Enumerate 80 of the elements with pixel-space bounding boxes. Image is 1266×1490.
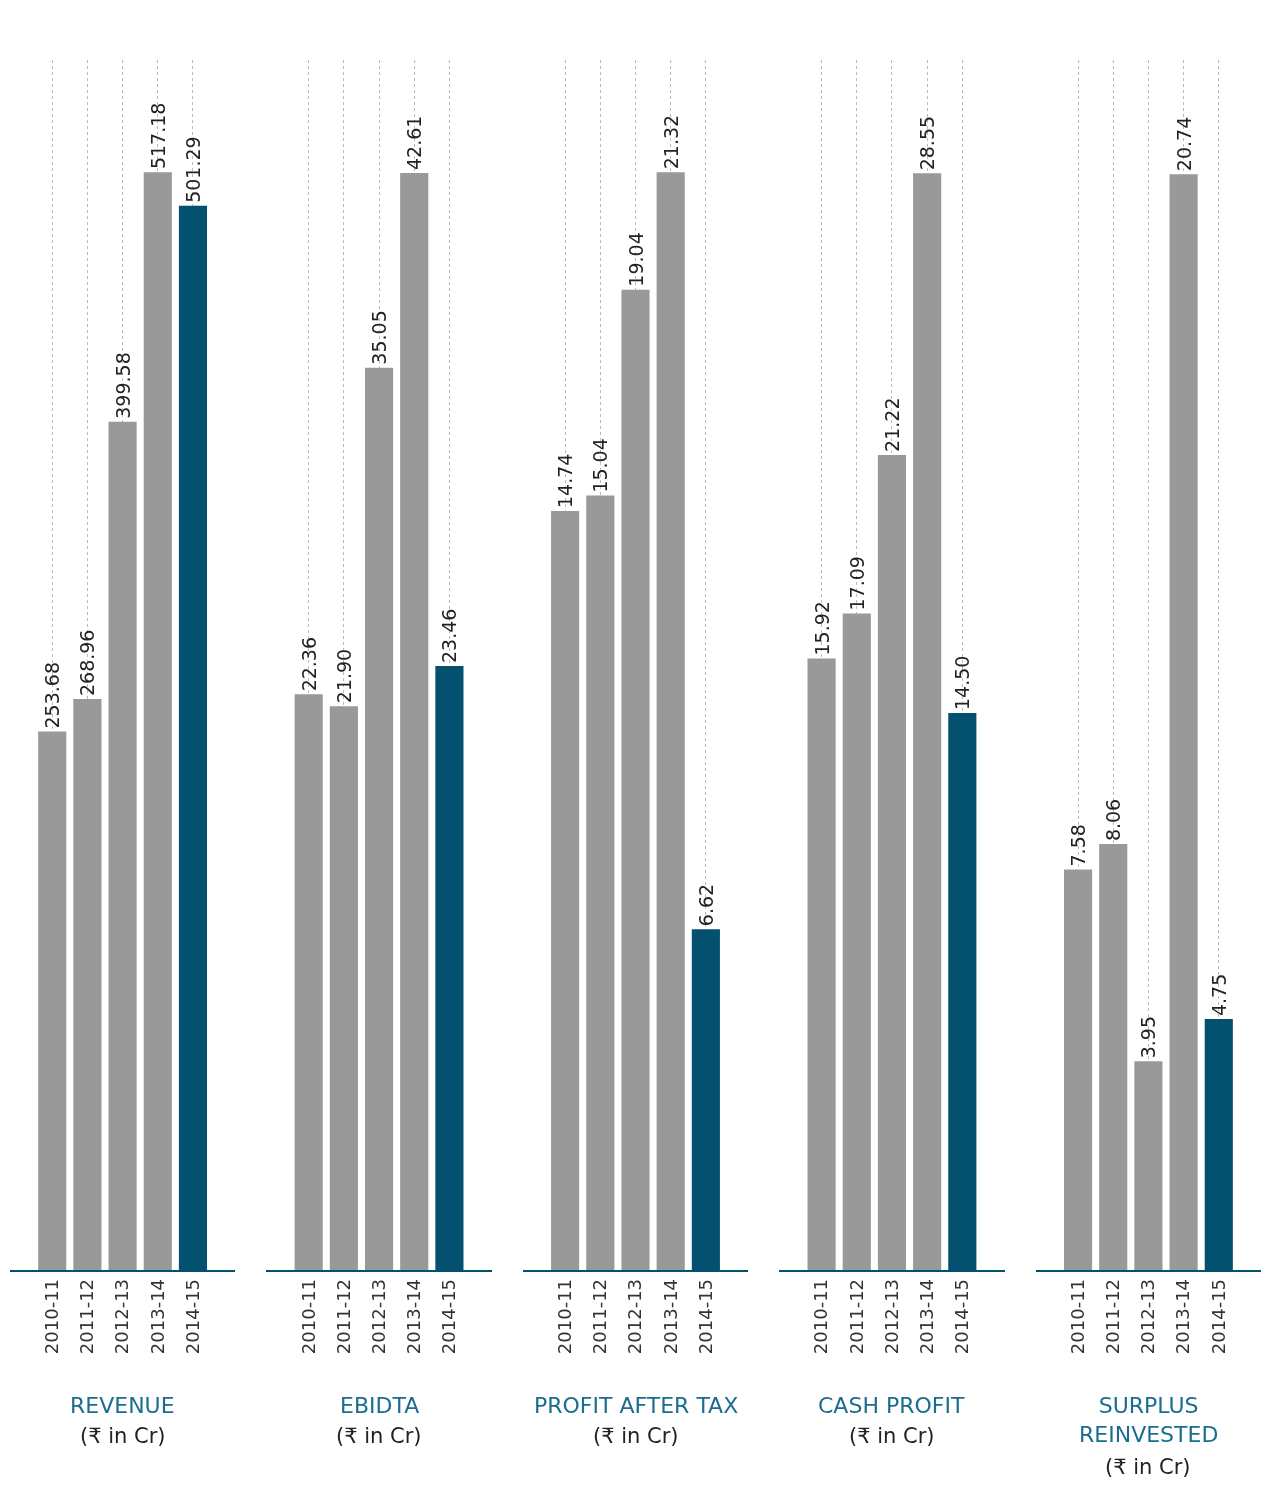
bar: [329, 706, 358, 1270]
data-label: 23.46: [438, 608, 461, 664]
data-label: 6.62: [694, 883, 717, 927]
bar: [400, 173, 429, 1270]
x-tick-label: 2011-12: [1102, 1278, 1124, 1355]
data-label: 42.61: [403, 115, 426, 171]
x-tick-label: 2014-15: [438, 1278, 460, 1355]
bar: [73, 699, 102, 1270]
text: REVENUE: [70, 1393, 175, 1418]
bar: [913, 173, 942, 1270]
data-label: 7.58: [1067, 824, 1090, 867]
x-tick-label: 2012-13: [367, 1278, 389, 1355]
data-label: 3.95: [1137, 1015, 1160, 1059]
data-label: 20.74: [1172, 116, 1195, 172]
data-label: 4.75: [1207, 973, 1230, 1017]
x-tick-label: 2011-12: [845, 1278, 867, 1355]
data-label: 268.96: [76, 629, 99, 697]
text: EBIDTA: [340, 1393, 420, 1418]
data-label: 21.22: [880, 397, 903, 452]
bar: [807, 658, 836, 1270]
x-tick-label: 2011-12: [76, 1278, 98, 1355]
data-label: 21.32: [659, 114, 682, 170]
x-tick-label: 2014-15: [181, 1278, 203, 1355]
data-label: 501.29: [181, 136, 204, 203]
bar: [656, 172, 685, 1270]
bar: [108, 421, 137, 1270]
x-tick-label: 2012-13: [111, 1278, 133, 1355]
x-tick-label: 2013-14: [659, 1278, 681, 1355]
x-tick-label: 2011-12: [332, 1278, 354, 1355]
data-label: 15.92: [810, 601, 833, 656]
x-tick-label: 2014-15: [951, 1278, 973, 1355]
bar: [1099, 844, 1128, 1270]
data-label: 17.09: [845, 556, 868, 611]
x-tick-label: 2014-15: [694, 1278, 716, 1355]
data-label: 28.55: [916, 115, 939, 171]
data-label: 517.18: [146, 102, 169, 170]
data-label: 8.06: [1102, 798, 1125, 842]
text: (₹ in Cr): [336, 1424, 422, 1448]
bar: [621, 289, 650, 1270]
text: SURPLUS REINVESTED: [1079, 1393, 1219, 1447]
bar: [842, 613, 871, 1270]
data-label: 253.68: [41, 662, 64, 729]
data-label: 14.74: [554, 453, 577, 509]
x-tick-label: 2014-15: [1207, 1278, 1229, 1355]
x-tick-label: 2013-14: [915, 1278, 937, 1355]
text: (₹ in Cr): [593, 1424, 679, 1448]
x-tick-label: 2013-14: [146, 1278, 168, 1355]
bar: [364, 367, 394, 1270]
text: (₹ in Cr): [80, 1424, 166, 1448]
bar: [38, 731, 67, 1270]
x-tick-label: 2010-11: [810, 1278, 832, 1355]
text: (₹ in Cr): [1105, 1455, 1191, 1479]
x-tick-label: 2010-11: [41, 1278, 63, 1355]
text: (₹ in Cr): [849, 1424, 935, 1448]
bar: [1134, 1061, 1163, 1270]
bar: [551, 511, 580, 1270]
text: PROFIT AFTER TAX: [534, 1393, 739, 1418]
data-label: 21.90: [332, 648, 355, 704]
bar: [877, 454, 907, 1270]
x-tick-label: 2010-11: [553, 1278, 575, 1355]
bar: [586, 495, 615, 1270]
bar: [143, 172, 172, 1270]
text: CASH PROFIT: [818, 1393, 965, 1418]
bar: [1169, 174, 1198, 1270]
x-tick-label: 2013-14: [1172, 1278, 1194, 1355]
data-label: 35.05: [368, 310, 391, 365]
x-tick-label: 2010-11: [297, 1278, 319, 1355]
x-tick-label: 2010-11: [1066, 1278, 1088, 1355]
bar: [294, 694, 323, 1270]
bar: [1063, 869, 1093, 1270]
data-label: 399.58: [111, 352, 134, 419]
x-tick-label: 2011-12: [589, 1278, 611, 1355]
data-label: 14.50: [951, 655, 974, 711]
data-label: 19.04: [624, 232, 647, 287]
x-tick-label: 2012-13: [1137, 1278, 1159, 1355]
data-label: 15.04: [589, 438, 612, 493]
x-tick-label: 2013-14: [403, 1278, 425, 1355]
data-label: 22.36: [297, 636, 320, 692]
x-tick-label: 2012-13: [880, 1278, 902, 1355]
x-tick-label: 2012-13: [624, 1278, 646, 1355]
